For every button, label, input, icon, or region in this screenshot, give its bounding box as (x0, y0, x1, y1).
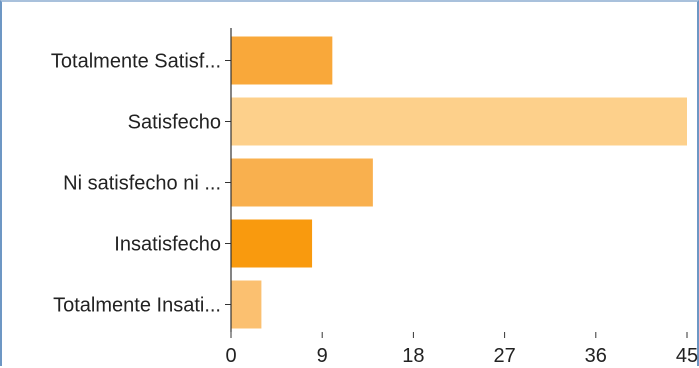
x-tick-label-2: 18 (402, 345, 424, 367)
category-label-0: Totalmente Satisf... (51, 51, 221, 73)
axes: 0 9 18 27 36 45 (225, 28, 698, 367)
bar-1 (231, 97, 687, 146)
bar-0 (231, 36, 333, 85)
bar-4 (231, 280, 262, 329)
bars-layer (231, 36, 687, 329)
x-tick-label-3: 27 (493, 345, 515, 367)
category-label-3: Insatisfecho (114, 234, 221, 256)
bar-3 (231, 219, 313, 268)
category-label-2: Ni satisfecho ni ... (63, 173, 221, 195)
x-tick-label-1: 9 (317, 345, 328, 367)
category-labels: Totalmente Satisf... Satisfecho Ni satisfe… (51, 51, 221, 317)
category-label-1: Satisfecho (128, 112, 221, 134)
x-tick-label-5: 45 (676, 345, 698, 367)
category-label-4: Totalmente Insati... (53, 295, 221, 317)
bar-2 (231, 158, 373, 207)
x-tick-label-4: 36 (585, 345, 607, 367)
x-tick-label-0: 0 (225, 345, 236, 367)
